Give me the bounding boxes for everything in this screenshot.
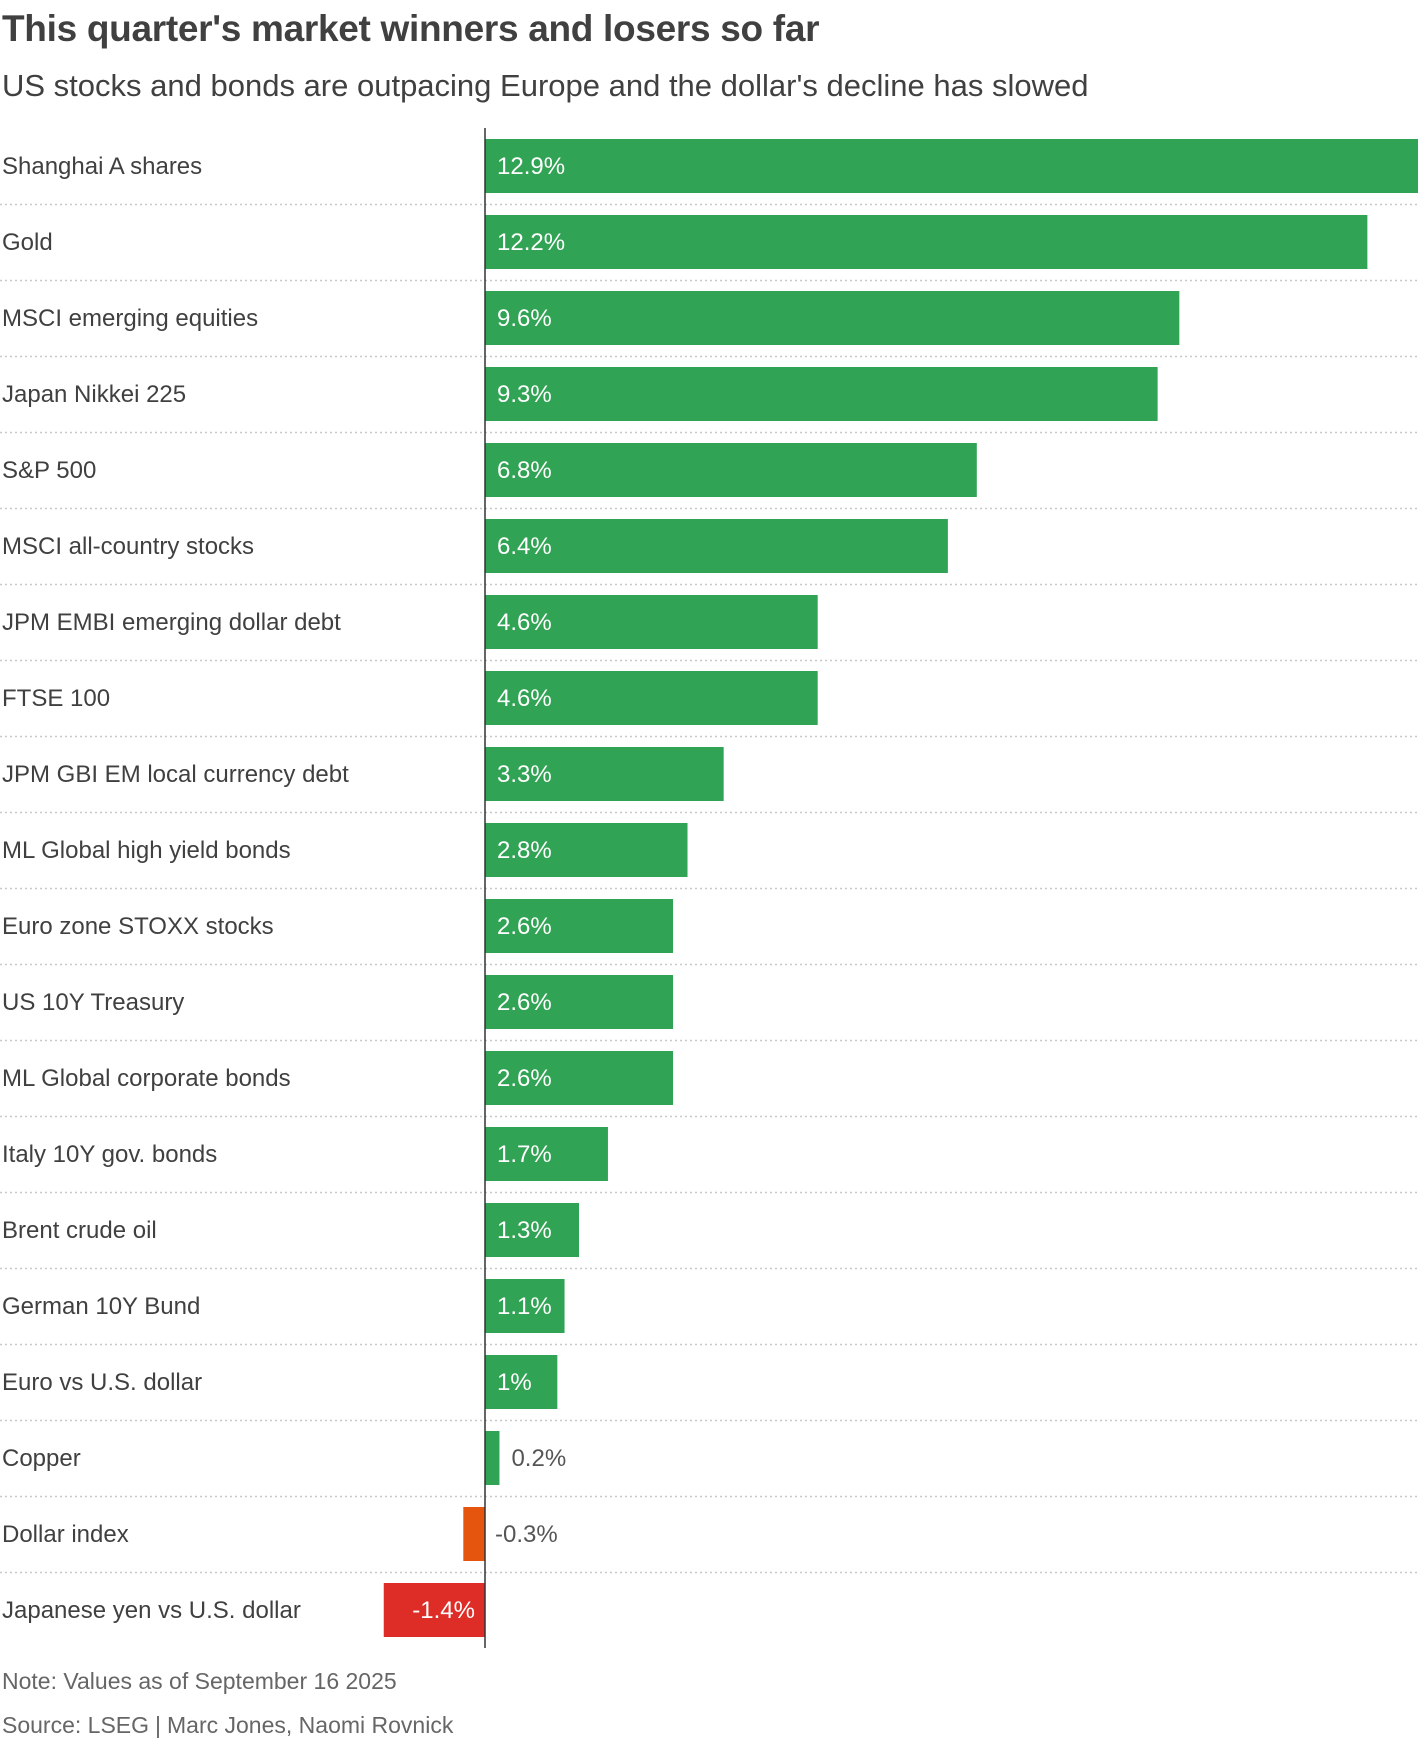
bar bbox=[485, 1127, 608, 1181]
category-label: S&P 500 bbox=[2, 457, 96, 484]
bar bbox=[463, 1507, 485, 1561]
value-label: 4.6% bbox=[497, 685, 552, 712]
value-label: 6.8% bbox=[497, 457, 552, 484]
value-label: 2.6% bbox=[497, 1065, 552, 1092]
bar bbox=[485, 823, 688, 877]
value-label: 12.9% bbox=[497, 153, 565, 180]
value-label: 9.3% bbox=[497, 381, 552, 408]
source-separator: | bbox=[155, 1712, 162, 1738]
category-label: JPM EMBI emerging dollar debt bbox=[2, 609, 341, 636]
bar bbox=[485, 1355, 558, 1409]
chart-credit: Marc Jones, Naomi Rovnick bbox=[167, 1712, 454, 1738]
value-label: 3.3% bbox=[497, 761, 552, 788]
category-label: Euro vs U.S. dollar bbox=[2, 1369, 202, 1396]
category-label: Japan Nikkei 225 bbox=[2, 381, 186, 408]
category-label: Brent crude oil bbox=[2, 1217, 157, 1244]
category-label: Dollar index bbox=[2, 1521, 129, 1548]
value-label: 1.3% bbox=[497, 1217, 552, 1244]
bar-chart: Shanghai A shares 12.9% Gold 12.2% MSCI emer… bbox=[0, 128, 1418, 1648]
bar bbox=[485, 1279, 565, 1333]
category-label: Euro zone STOXX stocks bbox=[2, 913, 274, 940]
source-label: Source: LSEG bbox=[2, 1712, 150, 1738]
value-label: 1.7% bbox=[497, 1141, 552, 1168]
chart-note: Note: Values as of September 16 2025 bbox=[2, 1668, 397, 1694]
bar bbox=[485, 519, 948, 573]
category-label: MSCI emerging equities bbox=[2, 305, 258, 332]
chart-subtitle: US stocks and bonds are outpacing Europe… bbox=[2, 68, 1089, 103]
category-label: Gold bbox=[2, 229, 53, 256]
bar bbox=[485, 747, 724, 801]
value-label: 2.8% bbox=[497, 837, 552, 864]
bar bbox=[485, 139, 1418, 193]
bar bbox=[485, 367, 1158, 421]
category-label: MSCI all-country stocks bbox=[2, 533, 254, 560]
category-label: ML Global high yield bonds bbox=[2, 837, 291, 864]
value-label: -1.4% bbox=[412, 1597, 475, 1624]
bar bbox=[485, 1051, 674, 1105]
bar bbox=[485, 1431, 500, 1485]
value-label: 2.6% bbox=[497, 989, 552, 1016]
value-label: 12.2% bbox=[497, 229, 565, 256]
bar bbox=[485, 975, 674, 1029]
category-label: Italy 10Y gov. bonds bbox=[2, 1141, 217, 1168]
bar bbox=[485, 215, 1368, 269]
value-label: 1.1% bbox=[497, 1293, 552, 1320]
bar bbox=[485, 443, 977, 497]
bar bbox=[485, 671, 818, 725]
value-label: 6.4% bbox=[497, 533, 552, 560]
value-label: 1% bbox=[497, 1369, 532, 1396]
category-label: German 10Y Bund bbox=[2, 1293, 200, 1320]
value-label: 2.6% bbox=[497, 913, 552, 940]
bar bbox=[485, 899, 674, 953]
value-label: 0.2% bbox=[511, 1445, 566, 1472]
chart-source: Source: LSEG | Marc Jones, Naomi Rovnick bbox=[2, 1712, 453, 1739]
category-label: Shanghai A shares bbox=[2, 153, 202, 180]
value-label: 4.6% bbox=[497, 609, 552, 636]
category-label: Japanese yen vs U.S. dollar bbox=[2, 1597, 301, 1624]
category-label: JPM GBI EM local currency debt bbox=[2, 761, 349, 788]
bar bbox=[485, 1203, 580, 1257]
value-label: -0.3% bbox=[495, 1521, 558, 1548]
category-label: ML Global corporate bonds bbox=[2, 1065, 291, 1092]
category-label: Copper bbox=[2, 1445, 81, 1472]
bar bbox=[485, 595, 818, 649]
chart-title: This quarter's market winners and losers… bbox=[2, 8, 820, 49]
bar bbox=[485, 291, 1180, 345]
category-label: FTSE 100 bbox=[2, 685, 110, 712]
bar bbox=[383, 1583, 485, 1637]
value-label: 9.6% bbox=[497, 305, 552, 332]
category-label: US 10Y Treasury bbox=[2, 989, 184, 1016]
